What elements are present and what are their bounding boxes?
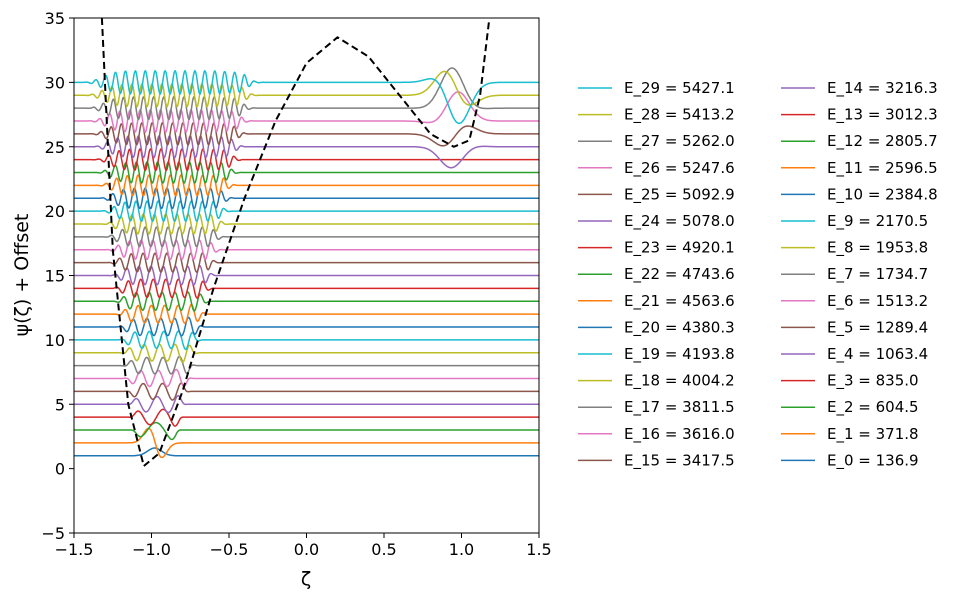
- y-axis-ticks: −5 0 5 10 15 20 25 30 35: [41, 9, 74, 543]
- wavefunction-line-14: [74, 265, 539, 286]
- legend-label-19: E_19 = 4193.8: [624, 345, 735, 364]
- legend-label-25: E_25 = 5092.9: [624, 185, 735, 204]
- wavefunction-line-27: [74, 67, 539, 121]
- y-tick-label: 25: [45, 138, 65, 157]
- wavefunction-line-20: [74, 187, 539, 210]
- plot-curves: [74, 18, 539, 467]
- wavefunction-line-2: [74, 421, 539, 441]
- legend-label-11: E_11 = 2596.5: [827, 159, 938, 178]
- legend-label-0: E_0 = 136.9: [827, 451, 919, 470]
- wavefunction-line-5: [74, 382, 539, 401]
- legend-label-21: E_21 = 4563.6: [624, 292, 735, 311]
- legend-label-28: E_28 = 5413.2: [624, 106, 735, 125]
- wavefunction-line-0: [74, 447, 539, 457]
- wavefunction-line-10: [74, 316, 539, 337]
- legend-label-4: E_4 = 1063.4: [827, 345, 928, 364]
- wavefunction-line-7: [74, 355, 539, 375]
- legend-label-13: E_13 = 3012.3: [827, 106, 938, 125]
- legend-label-5: E_5 = 1289.4: [827, 318, 928, 337]
- wavefunction-line-24: [74, 134, 539, 169]
- x-tick-label: 0.5: [371, 540, 396, 559]
- y-axis-label: ψ(ζ) + Offset: [11, 214, 33, 337]
- wavefunction-line-16: [74, 239, 539, 261]
- legend-label-26: E_26 = 5247.6: [624, 159, 735, 178]
- legend-label-18: E_18 = 4004.2: [624, 372, 735, 391]
- wavefunction-line-4: [74, 394, 539, 414]
- x-tick-label: 1.0: [449, 540, 474, 559]
- legend-label-2: E_2 = 604.5: [827, 398, 919, 417]
- wavefunction-line-19: [74, 200, 539, 223]
- y-tick-label: 10: [45, 331, 65, 350]
- wavefunction-line-25: [74, 121, 539, 147]
- wavefunction-line-6: [74, 368, 539, 388]
- legend-label-10: E_10 = 2384.8: [827, 185, 938, 204]
- wavefunction-line-11: [74, 303, 539, 324]
- legend-label-12: E_12 = 2805.7: [827, 132, 938, 151]
- x-tick-label: −0.5: [210, 540, 249, 559]
- wavefunction-line-9: [74, 330, 539, 351]
- wavefunction-line-29: [74, 69, 539, 125]
- legend-label-8: E_8 = 1953.8: [827, 239, 928, 258]
- x-tick-label: 0.0: [294, 540, 319, 559]
- wavefunction-line-17: [74, 226, 539, 248]
- y-tick-label: 35: [45, 9, 65, 28]
- legend-label-22: E_22 = 4743.6: [624, 265, 735, 284]
- legend-label-24: E_24 = 5078.0: [624, 212, 735, 231]
- legend-label-29: E_29 = 5427.1: [624, 79, 735, 98]
- legend-label-3: E_3 = 835.0: [827, 372, 919, 391]
- legend-label-16: E_16 = 3616.0: [624, 425, 735, 444]
- legend-label-9: E_9 = 2170.5: [827, 212, 928, 231]
- wavefunction-line-15: [74, 252, 539, 273]
- wavefunction-line-8: [74, 343, 539, 363]
- wavefunction-line-26: [74, 91, 539, 134]
- wavefunction-line-3: [74, 408, 539, 427]
- legend-label-1: E_1 = 371.8: [827, 425, 919, 444]
- y-tick-label: 5: [55, 395, 65, 414]
- legend: E_29 = 5427.1 E_28 = 5413.2 E_27 = 5262.0 E…: [578, 79, 938, 470]
- x-axis-label: ζ: [301, 568, 311, 590]
- legend-label-7: E_7 = 1734.7: [827, 265, 928, 284]
- x-axis-ticks: −1.5 −1.0 −0.5 0.0 0.5 1.0 1.5: [55, 533, 552, 559]
- y-tick-label: 15: [45, 267, 65, 286]
- x-tick-label: 1.5: [526, 540, 551, 559]
- wavefunction-line-28: [74, 70, 539, 108]
- legend-label-23: E_23 = 4920.1: [624, 239, 735, 258]
- potential-curve: [100, 18, 491, 467]
- legend-label-15: E_15 = 3417.5: [624, 451, 735, 470]
- wavefunction-line-22: [74, 160, 539, 185]
- x-tick-label: −1.5: [55, 540, 94, 559]
- legend-label-17: E_17 = 3811.5: [624, 398, 735, 417]
- legend-label-6: E_6 = 1513.2: [827, 292, 928, 311]
- wavefunction-line-13: [74, 278, 539, 300]
- wavefunction-line-12: [74, 291, 539, 312]
- x-tick-label: −1.0: [132, 540, 171, 559]
- legend-label-14: E_14 = 3216.3: [827, 79, 938, 98]
- wavefunction-line-21: [74, 174, 539, 197]
- legend-label-20: E_20 = 4380.3: [624, 318, 735, 337]
- wavefunction-line-1: [74, 427, 539, 459]
- y-tick-label: 20: [45, 202, 65, 221]
- y-tick-label: −5: [41, 524, 65, 543]
- wavefunction-line-18: [74, 213, 539, 235]
- y-tick-label: 0: [55, 460, 65, 479]
- legend-label-27: E_27 = 5262.0: [624, 132, 735, 151]
- y-tick-label: 30: [45, 73, 65, 92]
